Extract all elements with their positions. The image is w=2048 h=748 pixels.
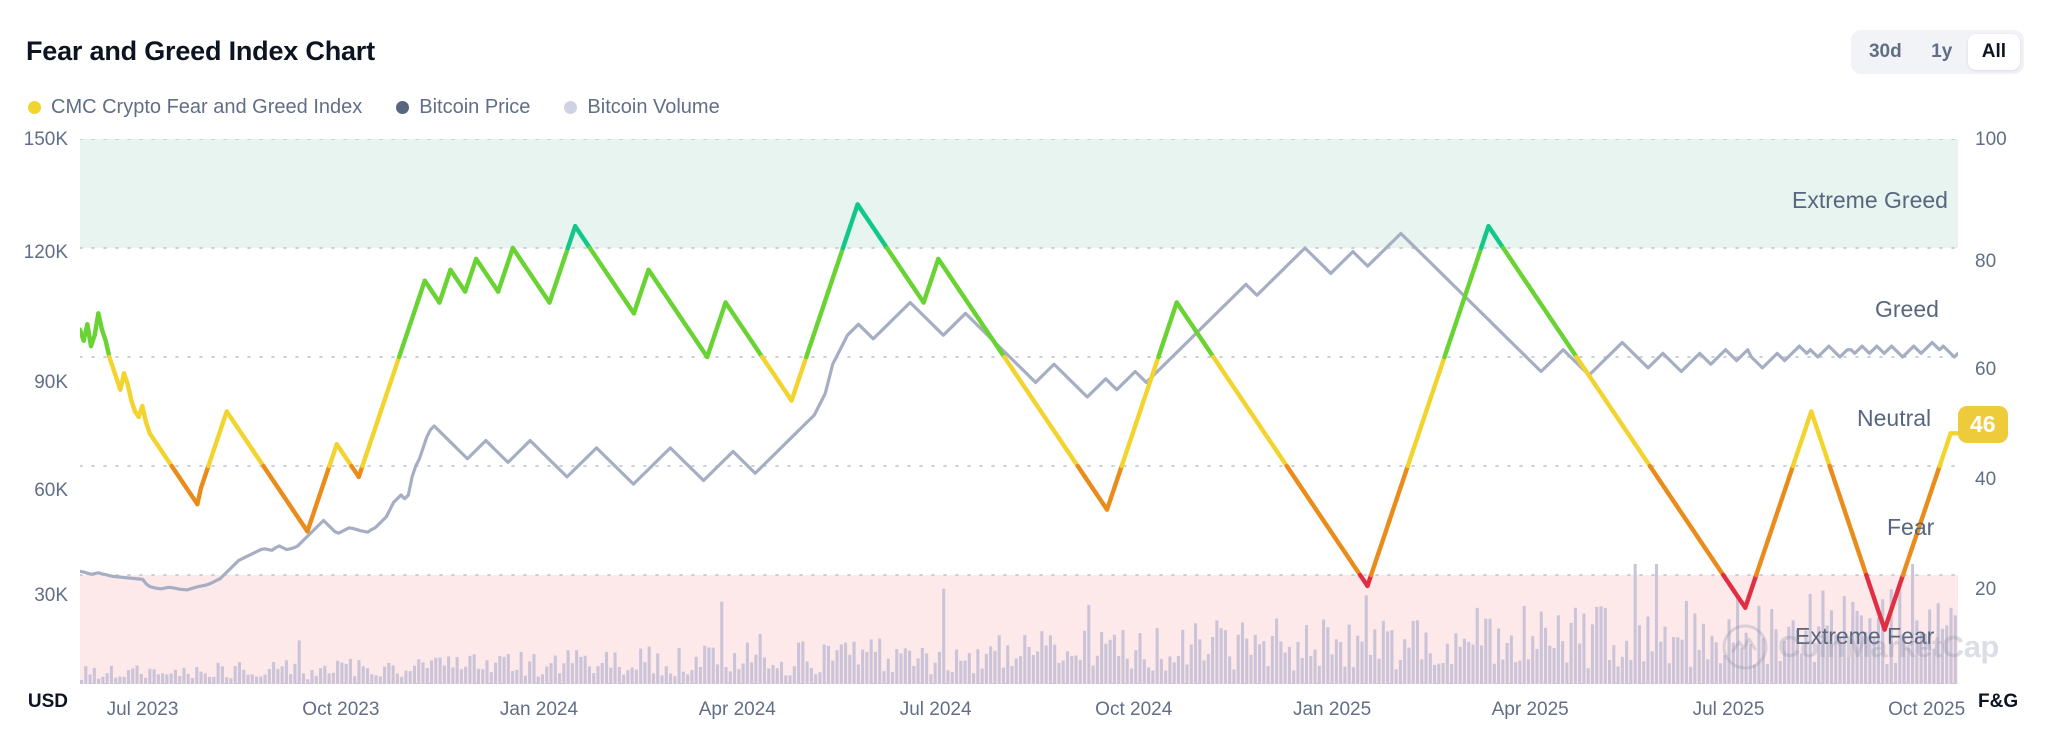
legend-dot-bitcoin-price bbox=[396, 101, 410, 114]
y-axis-unit-usd: USD bbox=[27, 691, 68, 712]
fear-greed-index-line bbox=[80, 202, 1958, 632]
bitcoin-price-line bbox=[80, 231, 1958, 592]
y2-axis-tick-80: 80 bbox=[1975, 251, 1997, 272]
y2-axis-tick-60: 60 bbox=[1975, 359, 1997, 380]
x-axis-tick: Jul 2023 bbox=[106, 699, 179, 720]
y-axis-tick-90k: 90K bbox=[34, 372, 68, 393]
extreme-greed-band bbox=[80, 139, 1958, 248]
page-title: Fear and Greed Index Chart bbox=[26, 36, 375, 66]
legend-item-bitcoin-volume[interactable]: Bitcoin Volume bbox=[564, 96, 720, 119]
y2-axis-tick-40: 40 bbox=[1975, 469, 1997, 490]
x-axis-tick: Jan 2025 bbox=[1292, 699, 1372, 720]
y-axis-tick-60k: 60K bbox=[34, 480, 68, 501]
range-button-1y[interactable]: 1y bbox=[1916, 34, 1968, 70]
y-axis-tick-120k: 120K bbox=[23, 242, 68, 263]
zone-label-extreme-fear: Extreme Fear bbox=[1795, 623, 1935, 649]
legend-dot-bitcoin-volume bbox=[564, 101, 578, 114]
range-button-all[interactable]: All bbox=[1967, 34, 2020, 70]
chart-canvas bbox=[80, 139, 1958, 684]
legend-label-bitcoin-price: Bitcoin Price bbox=[419, 96, 531, 118]
chart-legend: CMC Crypto Fear and Greed Index Bitcoin … bbox=[28, 96, 720, 119]
legend-item-bitcoin-price[interactable]: Bitcoin Price bbox=[396, 96, 530, 119]
legend-label-bitcoin-volume: Bitcoin Volume bbox=[587, 96, 720, 118]
x-axis-tick: Apr 2024 bbox=[698, 699, 776, 720]
zone-label-greed: Greed bbox=[1875, 296, 1939, 322]
y-axis-tick-30k: 30K bbox=[34, 585, 68, 606]
y-axis-tick-150k: 150K bbox=[23, 129, 68, 150]
current-value-badge: 46 bbox=[1958, 406, 2008, 443]
zone-label-fear: Fear bbox=[1887, 514, 1935, 540]
x-axis-tick: Oct 2023 bbox=[302, 699, 380, 720]
x-axis-tick: Oct 2024 bbox=[1095, 699, 1173, 720]
range-selector[interactable]: 30d 1y All bbox=[1850, 30, 2024, 74]
y2-axis-tick-20: 20 bbox=[1975, 579, 1997, 600]
legend-label-fear-greed: CMC Crypto Fear and Greed Index bbox=[51, 96, 363, 118]
y2-axis-tick-100: 100 bbox=[1975, 129, 2007, 150]
chart-plot-area[interactable] bbox=[80, 139, 1958, 684]
y2-axis-unit-fng: F&G bbox=[1978, 691, 2019, 712]
zone-label-neutral: Neutral bbox=[1857, 405, 1932, 431]
range-button-30d[interactable]: 30d bbox=[1855, 34, 1916, 70]
legend-dot-fear-greed bbox=[28, 101, 41, 114]
x-axis-tick: Jul 2024 bbox=[899, 699, 972, 720]
volume-bars bbox=[80, 564, 1957, 684]
x-axis-tick: Jul 2025 bbox=[1692, 699, 1765, 720]
x-axis-tick: Oct 2025 bbox=[1888, 699, 1966, 720]
legend-item-fear-greed[interactable]: CMC Crypto Fear and Greed Index bbox=[28, 96, 362, 119]
zone-label-extreme-greed: Extreme Greed bbox=[1792, 187, 1948, 213]
x-axis-tick: Jan 2024 bbox=[499, 699, 579, 720]
x-axis-tick: Apr 2025 bbox=[1491, 699, 1569, 720]
